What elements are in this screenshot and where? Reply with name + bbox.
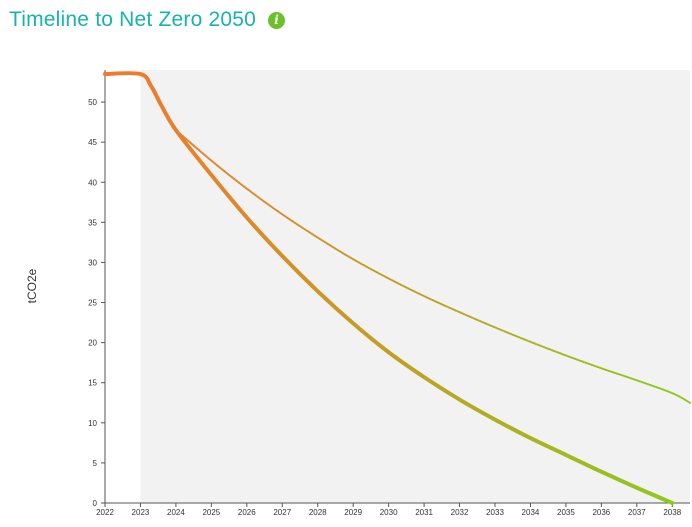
x-tick-label: 2023 (132, 508, 150, 517)
y-tick-label: 20 (88, 339, 97, 348)
y-axis: 0 5 10 15 20 25 30 35 40 45 50 (88, 70, 106, 508)
y-tick-label: 25 (88, 299, 97, 308)
y-tick-label: 5 (93, 459, 98, 468)
x-tick-label: 2022 (96, 508, 114, 517)
y-axis-label: tCO2e (25, 268, 39, 303)
x-tick-label: 2034 (522, 508, 540, 517)
series-line-dotted (174, 129, 691, 404)
y-tick-label: 50 (88, 98, 97, 107)
x-tick-label: 2028 (309, 508, 327, 517)
x-tick-label: 2026 (238, 508, 256, 517)
x-tick-label: 2027 (273, 508, 291, 517)
plot-shaded-region (140, 70, 691, 503)
x-tick-label: 2033 (486, 508, 504, 517)
x-tick-label: 2030 (380, 508, 398, 517)
y-tick-label: 30 (88, 258, 97, 267)
x-tick-label: 2029 (344, 508, 362, 517)
x-tick-label: 2036 (592, 508, 610, 517)
x-tick-label: 2037 (628, 508, 646, 517)
x-tick-label: 2038 (663, 508, 681, 517)
y-tick-label: 40 (88, 178, 97, 187)
x-tick-label: 2035 (557, 508, 575, 517)
x-tick-label: 2031 (415, 508, 433, 517)
y-tick-label: 15 (88, 379, 97, 388)
series-layer (103, 71, 691, 505)
x-axis: 2022 2023 2024 2025 2026 2027 2028 2029 2030 2031… (96, 502, 690, 517)
y-tick-label: 35 (88, 218, 97, 227)
page-title: Timeline to Net Zero 2050 (9, 8, 257, 31)
x-tick-label: 2024 (167, 508, 185, 517)
y-tick-label: 10 (88, 419, 97, 428)
y-tick-label: 0 (93, 499, 98, 508)
chart-header: Timeline to Net Zero 2050 i (9, 8, 286, 32)
series-line-solid (103, 71, 675, 505)
y-tick-label: 45 (88, 138, 97, 147)
x-tick-label: 2025 (202, 508, 220, 517)
x-tick-label: 2032 (451, 508, 469, 517)
info-icon[interactable]: i (268, 11, 286, 29)
